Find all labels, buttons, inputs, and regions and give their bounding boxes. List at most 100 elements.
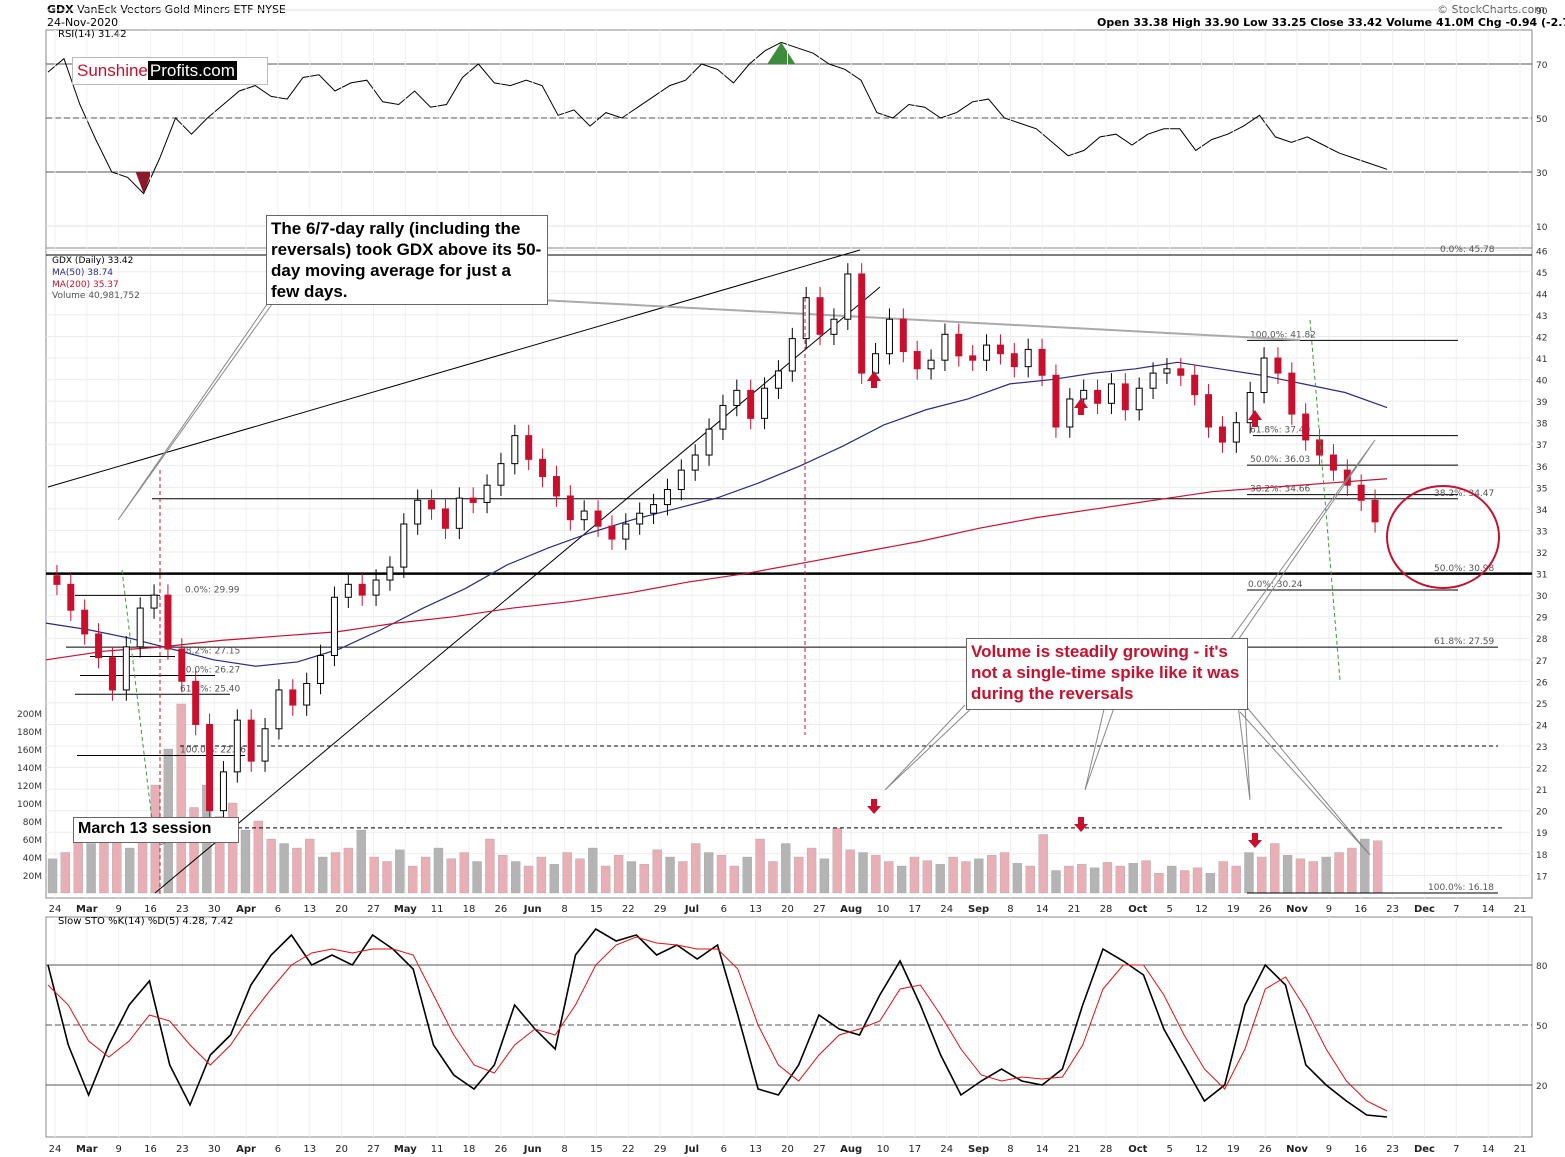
x-tick-label: Sep — [968, 904, 989, 915]
candle-body — [108, 657, 116, 691]
panel-frame-sto — [45, 916, 1533, 1138]
candle-body — [747, 389, 755, 419]
x-tick-label: 26 — [1259, 1144, 1272, 1155]
volume-bar — [189, 807, 199, 894]
x-tick-label: 17 — [909, 904, 922, 915]
candle-body — [469, 497, 477, 503]
price-tick-label: 32 — [1536, 549, 1547, 559]
price-tick-label: 43 — [1536, 312, 1547, 322]
x-tick-label: 14 — [1036, 1144, 1049, 1155]
x-tick-label: Jul — [684, 904, 699, 915]
x-tick-label: Dec — [1414, 1144, 1435, 1155]
volume-pointer — [1229, 439, 1376, 641]
candle-body — [275, 689, 283, 730]
volume-bar — [922, 860, 933, 894]
candle-body — [150, 594, 158, 609]
rsi-oversold-fill — [135, 172, 152, 194]
volume-bar — [1244, 852, 1254, 894]
red-down-arrow — [1248, 833, 1262, 848]
volume-bar — [523, 865, 534, 894]
candle-body — [1232, 422, 1240, 443]
candle-body — [705, 428, 713, 456]
x-tick-label: 10 — [877, 904, 890, 915]
x-tick-label: 6 — [721, 1144, 727, 1155]
x-tick-label: 8 — [561, 904, 567, 915]
x-tick-label: 26 — [1259, 904, 1272, 915]
candle-body — [566, 495, 574, 521]
price-tick-label: 20 — [1536, 808, 1548, 818]
volume-bar — [1321, 856, 1331, 894]
volume-bar — [472, 861, 482, 894]
volume-bar — [536, 856, 547, 894]
x-tick-label: 6 — [275, 1144, 281, 1155]
candle-body — [1080, 389, 1088, 400]
fib-label: 0.0%: 45.78 — [1440, 245, 1495, 255]
x-tick-label: 8 — [561, 1144, 567, 1155]
candle-body — [1038, 348, 1046, 376]
x-tick-label: 23 — [176, 1144, 189, 1155]
candle-body — [1357, 484, 1365, 501]
x-tick-label: 7 — [1453, 1144, 1459, 1155]
price-tick-label: 33 — [1536, 527, 1547, 537]
candle-body — [428, 499, 436, 510]
volume-bar — [1115, 865, 1125, 894]
volume-bar — [1038, 834, 1048, 894]
volume-bar — [549, 864, 559, 894]
volume-bar — [433, 847, 444, 894]
candle-body — [261, 728, 269, 762]
x-tick-label: 18 — [463, 904, 476, 915]
x-tick-label: 20 — [335, 1144, 348, 1155]
candle-body — [983, 344, 991, 361]
fib-label: 61.8%: 27.59 — [1434, 637, 1495, 647]
candle-body — [136, 607, 144, 648]
x-tick-label: 24 — [940, 904, 953, 915]
candle-body — [1205, 394, 1213, 428]
price-legend-ma50: MA(50) 38.74 — [52, 268, 113, 278]
candle-body — [830, 318, 838, 335]
volume-bar — [845, 849, 855, 894]
candle-body — [164, 594, 172, 650]
volume-bar — [562, 852, 572, 894]
volume-tick-label: 200M — [17, 710, 42, 720]
candle-body — [1371, 499, 1379, 523]
price-tick-label: 17 — [1536, 872, 1547, 882]
volume-bar — [999, 852, 1010, 894]
volume-bar — [318, 856, 328, 894]
candle-body — [1149, 372, 1157, 389]
volume-bar — [1025, 865, 1035, 894]
volume-bar — [909, 856, 920, 894]
sto-tick-label: 50 — [1536, 1022, 1548, 1032]
candle-body — [1094, 389, 1102, 404]
volume-bar — [137, 838, 148, 894]
volume-bar — [961, 861, 971, 894]
candle-body — [81, 609, 89, 635]
candle-body — [539, 458, 547, 478]
volume-bar — [1231, 865, 1241, 894]
candle-body — [899, 318, 907, 353]
volume-tick-label: 140M — [17, 764, 42, 774]
candle-body — [1135, 387, 1143, 411]
volume-bar — [768, 861, 778, 894]
volume-bar — [305, 838, 315, 894]
volume-bar — [485, 838, 495, 894]
x-tick-label: 28 — [1100, 1144, 1113, 1155]
volume-tick-label: 160M — [17, 746, 42, 756]
price-tick-label: 23 — [1536, 743, 1547, 753]
volume-bar — [511, 861, 521, 894]
candle-body — [386, 566, 394, 581]
candle-body — [872, 353, 880, 374]
x-tick-label: 14 — [1482, 904, 1495, 915]
candle-body — [941, 333, 949, 361]
volume-bar — [742, 856, 752, 894]
candle-body — [969, 355, 977, 361]
x-tick-label: 14 — [1036, 904, 1049, 915]
x-tick-label: 27 — [813, 1144, 826, 1155]
candle-body — [219, 771, 227, 812]
price-tick-label: 35 — [1536, 484, 1547, 494]
candle-body — [802, 297, 810, 340]
rsi-tick-label: 30 — [1536, 169, 1548, 179]
x-tick-label: 16 — [144, 1144, 157, 1155]
volume-bar — [703, 852, 714, 894]
x-tick-label: Nov — [1286, 904, 1308, 915]
